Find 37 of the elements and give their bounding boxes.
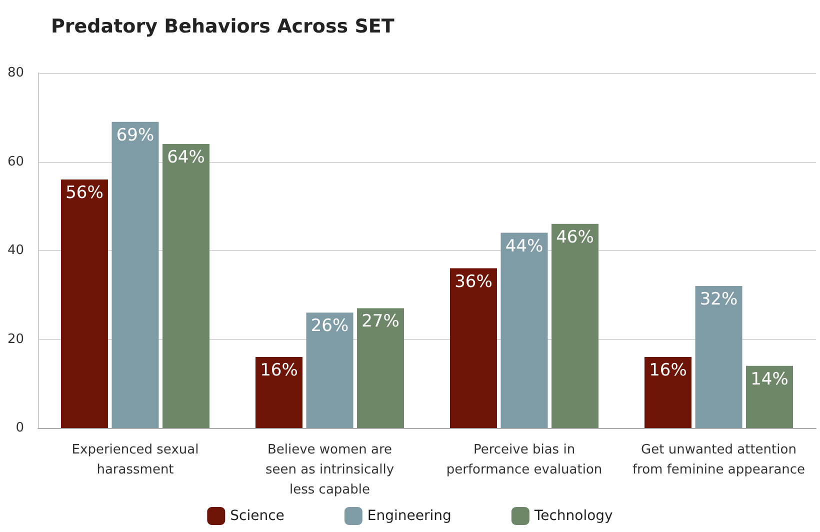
bar — [112, 122, 159, 428]
bar — [746, 366, 794, 428]
x-tick-label: Perceive bias in performance evaluation — [446, 442, 602, 478]
data-label: 32% — [700, 290, 738, 310]
bar — [306, 312, 354, 428]
data-label: 69% — [116, 125, 154, 146]
bar — [644, 357, 692, 428]
data-label: 46% — [556, 227, 594, 248]
bar — [357, 308, 404, 428]
bar — [450, 268, 497, 428]
data-label: 14% — [750, 369, 788, 390]
data-label: 26% — [310, 316, 349, 336]
bar — [162, 144, 210, 428]
x-tick-label: Get unwanted attention from feminine appearance — [632, 442, 806, 478]
data-label: 16% — [260, 360, 298, 380]
bar — [695, 286, 742, 428]
data-label: 44% — [505, 236, 544, 256]
chart-title: Predatory Behaviors Across SET — [51, 16, 394, 38]
data-label: 64% — [167, 148, 205, 168]
legend-label: Technology — [533, 508, 613, 524]
bar — [60, 180, 108, 428]
x-tick-label: Experienced sexual harassment — [72, 442, 199, 478]
y-tick-label: 60 — [7, 154, 24, 170]
y-tick-label: 0 — [16, 420, 24, 436]
y-tick-label: 40 — [7, 243, 24, 258]
data-label: 56% — [66, 183, 104, 203]
data-label: 36% — [454, 272, 492, 292]
bar — [552, 224, 599, 428]
legend-label: Science — [230, 508, 284, 524]
data-label: 27% — [362, 312, 400, 332]
data-label: 16% — [649, 360, 687, 380]
legend-label: Engineering — [367, 508, 452, 524]
bar — [255, 357, 302, 428]
y-tick-label: 20 — [7, 332, 24, 347]
x-tick-label: Believe women are seen as intrinsically less capable — [265, 442, 394, 498]
bar — [500, 232, 548, 428]
y-tick-label: 80 — [7, 66, 24, 80]
